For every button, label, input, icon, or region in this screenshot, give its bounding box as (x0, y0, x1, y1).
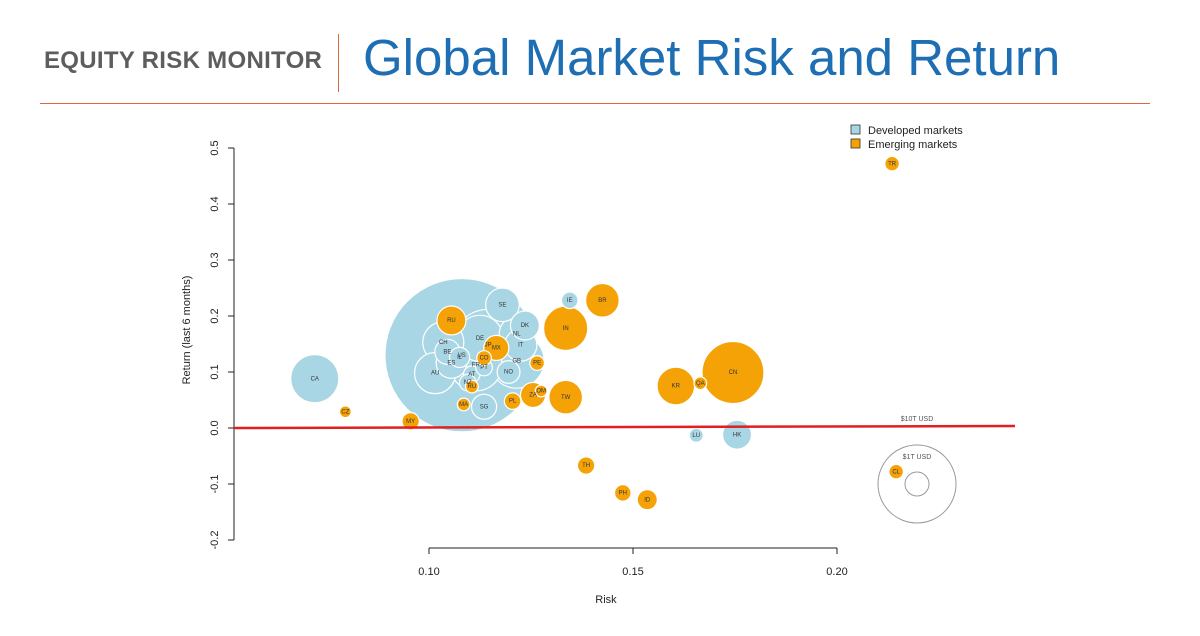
bubble-label-tw: TW (561, 395, 571, 401)
bubble-label-tr: TR (888, 161, 897, 167)
bubble-om (534, 384, 548, 398)
y-tick-label: 0.1 (209, 364, 221, 379)
bubble-label-jp: JP (485, 343, 492, 349)
bubble-label-gb: GB (512, 358, 521, 364)
size-legend-small-label: $1T USD (903, 454, 932, 461)
bubble-label-se: SE (498, 302, 506, 308)
bubble-id (636, 489, 658, 511)
header-divider (338, 34, 339, 92)
y-tick-label: 0.0 (209, 420, 221, 435)
bubble-label-pl: PL (509, 399, 517, 405)
bubble-label-pt: PT (480, 365, 488, 371)
zero-reference-line (233, 424, 1016, 430)
legend-label-developed: Developed markets (868, 125, 963, 137)
y-tick-label: 0.5 (209, 140, 221, 155)
size-legend-large-label: $10T USD (901, 416, 934, 423)
bubble-label-th: TH (582, 463, 590, 469)
bubble-label-om: OM (536, 389, 546, 395)
y-tick-label: 0.3 (209, 252, 221, 267)
bubble-label-be: BE (443, 349, 451, 355)
bubble-pe (529, 355, 546, 371)
bubble-label-br: BR (598, 298, 607, 304)
bubble-co (476, 350, 492, 366)
bubble-label-us: US (457, 353, 465, 359)
bubble-cz (338, 405, 352, 419)
bubble-ph (613, 484, 632, 502)
bubble-ru (464, 379, 479, 394)
bubble-dk (509, 310, 540, 341)
bubble-label-cn: CN (729, 370, 738, 376)
y-tick-label: 0.2 (209, 308, 221, 323)
bubble-label-de: DE (476, 336, 484, 342)
bubble-label-my: MY (406, 419, 415, 425)
size-legend-inner-circle (904, 471, 930, 497)
y-axis-label: Return (last 6 months) (181, 276, 193, 385)
bubble-cl (888, 463, 905, 480)
bubble-label-co: CO (480, 356, 489, 362)
bubble-label-dk: DK (521, 323, 529, 329)
size-legend-outer-circle (877, 444, 957, 524)
bubble-label-kr: KR (672, 384, 681, 390)
x-axis-label: Risk (595, 594, 617, 606)
bubble-se (485, 287, 520, 323)
bubble-no (496, 360, 521, 384)
bubble-pl (503, 392, 522, 410)
y-tick-label: -0.1 (209, 475, 221, 494)
x-tick-label: 0.15 (622, 566, 643, 578)
legend-swatch-developed (850, 124, 861, 135)
bubble-label-ru: RU (468, 384, 477, 390)
bubble-tw (548, 379, 584, 415)
bubble-label-id: ID (644, 497, 651, 503)
y-tick-label: -0.2 (209, 531, 221, 550)
bubble-ma (456, 397, 471, 412)
legend-swatch-emerging (850, 138, 861, 149)
bubble-label-cl: CL (892, 469, 900, 475)
bubble-tr (884, 155, 900, 172)
bubble-label-ca: CA (311, 376, 319, 382)
bubble-ca (290, 354, 340, 404)
bubble-my (401, 412, 420, 431)
bubble-label-il: IL (457, 355, 463, 361)
page-title: Global Market Risk and Return (363, 29, 1061, 86)
bubble-th (576, 456, 596, 475)
bubble-label-au: AU (431, 371, 439, 377)
bubble-label-ie: IE (567, 298, 573, 304)
header-rule (40, 103, 1150, 104)
bubble-label-pe: PE (533, 361, 541, 367)
bubble-label-hk: HK (733, 432, 741, 438)
bubble-label-ph: PH (619, 491, 627, 497)
bubble-label-cz: CZ (341, 409, 349, 415)
bubble-qa (693, 376, 708, 391)
bubble-label-lu: LU (692, 433, 700, 439)
header: EQUITY RISK MONITOR Global Market Risk a… (0, 0, 1200, 104)
bubble-label-ru: RU (447, 318, 456, 324)
bubble-label-za: ZA (529, 393, 537, 399)
bubble-label-es: ES (447, 361, 455, 367)
bubble-label-it: IT (518, 343, 524, 349)
legend-label-emerging: Emerging markets (868, 139, 958, 151)
bubble-label-in: IN (563, 326, 569, 332)
bubble-label-nz: NZ (464, 380, 472, 386)
x-tick-label: 0.20 (826, 566, 847, 578)
x-tick-label: 0.10 (418, 566, 439, 578)
bubble-label-at: AT (468, 372, 476, 378)
bubble-label-nl: NL (513, 331, 521, 337)
bubble-ru (436, 305, 467, 336)
bubble-cn (701, 340, 765, 405)
y-tick-label: 0.4 (209, 196, 221, 211)
bubble-label-sg: SG (480, 404, 489, 410)
bubble-il (448, 346, 471, 369)
bubble-label-ch: CH (439, 340, 448, 346)
brand-label: EQUITY RISK MONITOR (44, 47, 323, 74)
bubble-lu (688, 427, 704, 443)
bubble-sg (470, 393, 498, 420)
bubble-label-fr: FR (472, 362, 481, 368)
bubble-label-no: NO (504, 370, 513, 376)
bubble-label-ma: MA (459, 402, 468, 408)
bubble-label-mx: MX (492, 345, 501, 351)
bubble-ie (560, 291, 579, 310)
bubble-br (584, 282, 620, 318)
bubble-label-qa: QA (696, 381, 705, 387)
